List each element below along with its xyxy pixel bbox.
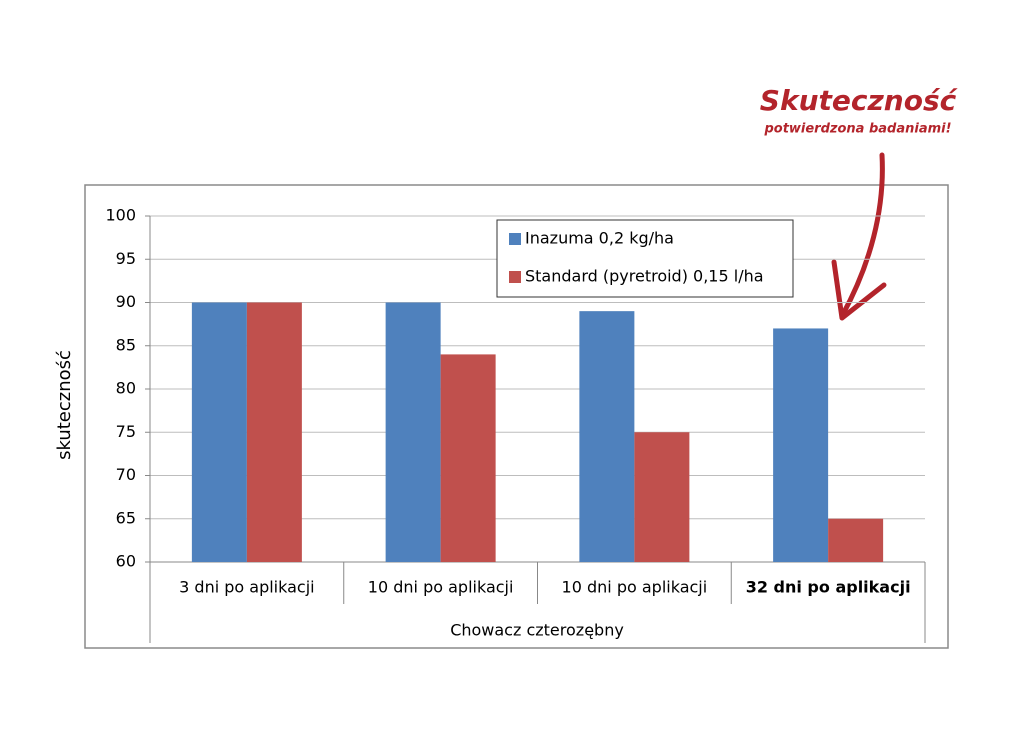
legend: Inazuma 0,2 kg/ha Standard (pyretroid) 0,… [496,219,794,298]
y-tick-label: 75 [116,422,136,441]
bar [385,302,441,562]
x-tick-label: 32 dni po aplikacji [746,578,911,597]
annotation-subtitle: potwierdzona badaniami! [763,122,951,137]
annotation-title: Skuteczność [760,84,959,117]
legend-label: Inazuma 0,2 kg/ha [525,229,674,248]
x-tick-label: 3 dni po aplikacji [179,578,314,597]
y-tick-label: 70 [116,465,136,484]
legend-swatch [509,271,521,283]
y-tick-label: 65 [116,508,136,527]
y-tick-label: 60 [116,552,136,571]
group-label: Chowacz czterozębny [450,621,624,640]
bar [634,432,690,562]
annotation-arrowhead [831,259,887,321]
bar [773,328,829,562]
y-tick-label: 100 [105,206,136,225]
x-tick-label: 10 dni po aplikacji [562,578,708,597]
y-axis-label: skuteczność [54,350,75,460]
y-tick-label: 95 [116,249,136,268]
y-tick-label: 80 [116,379,136,398]
bar [191,302,247,562]
y-tick-label: 85 [116,335,136,354]
legend-swatch [509,233,521,245]
x-tick-label: 10 dni po aplikacji [368,578,514,597]
bar [440,354,496,562]
y-tick-label: 90 [116,292,136,311]
annotation-arrow [839,152,885,319]
legend-label: Standard (pyretroid) 0,15 l/ha [525,267,764,286]
bar [579,311,635,562]
bar [828,518,884,562]
bar [246,302,302,562]
legend-frame [496,219,794,298]
